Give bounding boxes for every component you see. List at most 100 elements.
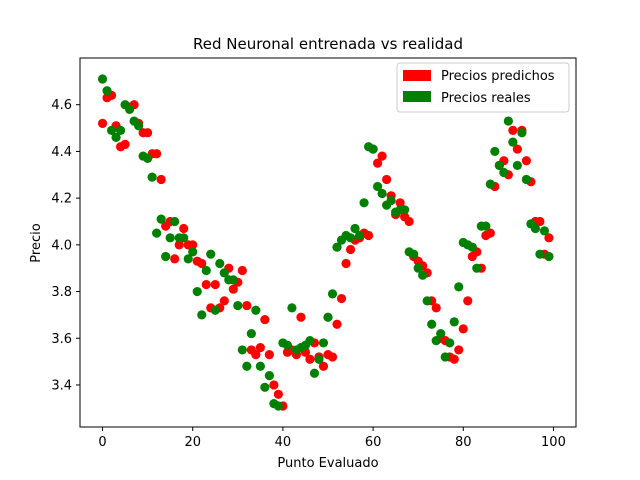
x-axis-label: Punto Evaluado	[277, 456, 378, 471]
real-point	[282, 340, 293, 350]
predicted-point	[512, 144, 522, 154]
real-point	[422, 296, 432, 306]
x-tick-label: 60	[365, 435, 382, 450]
real-point	[183, 254, 193, 264]
real-point	[228, 275, 238, 285]
real-point	[215, 258, 225, 269]
real-point	[233, 300, 243, 311]
real-point	[481, 221, 491, 231]
predicted-point	[179, 223, 189, 234]
real-point	[386, 195, 396, 206]
predicted-point	[463, 296, 473, 306]
real-point	[530, 223, 541, 234]
real-point	[377, 188, 387, 199]
y-axis-label: Precio	[29, 223, 44, 262]
real-point	[454, 282, 464, 292]
real-point	[179, 233, 189, 243]
real-point	[251, 305, 261, 315]
predicted-point	[535, 216, 545, 227]
plot-frame	[79, 57, 577, 428]
predicted-point	[336, 293, 347, 304]
predicted-point	[454, 345, 464, 355]
real-point	[440, 352, 450, 362]
predicted-point	[120, 139, 130, 150]
real-point	[345, 233, 356, 243]
real-point	[161, 251, 171, 262]
y-tick-label: 4.4	[51, 145, 72, 160]
predicted-point	[345, 244, 356, 255]
real-point	[156, 214, 166, 224]
real-point	[210, 305, 220, 315]
x-tick-label: 40	[275, 435, 292, 450]
real-point	[467, 242, 477, 252]
real-point	[427, 319, 437, 329]
real-point	[539, 226, 550, 236]
real-point	[490, 146, 500, 157]
real-point	[314, 354, 324, 364]
legend-label-real: Precios reales	[441, 91, 531, 106]
predicted-point	[174, 240, 184, 250]
y-tick-label: 3.6	[51, 332, 72, 347]
legend-box	[396, 62, 570, 113]
predicted-point	[382, 174, 392, 185]
predicted-point	[260, 314, 270, 325]
real-point	[106, 125, 117, 135]
real-point	[309, 368, 320, 378]
predicted-point	[201, 279, 211, 290]
predicted-point	[341, 258, 351, 269]
predicted-point	[296, 312, 306, 322]
real-point	[242, 361, 252, 371]
predicted-point	[156, 174, 166, 185]
predicted-point	[332, 319, 342, 329]
real-point	[197, 310, 207, 320]
real-point	[359, 198, 369, 208]
predicted-point	[318, 361, 329, 371]
predicted-point	[395, 198, 405, 208]
predicted-point	[327, 352, 338, 362]
real-point	[201, 265, 211, 276]
real-point	[147, 172, 157, 182]
predicted-point	[273, 389, 283, 399]
real-point	[535, 249, 545, 259]
real-point	[188, 247, 198, 257]
real-point	[445, 338, 455, 348]
real-point	[246, 328, 256, 339]
predicted-point	[458, 324, 468, 334]
chart-title: Red Neuronal entrenada vs realidad	[193, 35, 463, 53]
real-point	[400, 205, 410, 215]
predicted-point	[544, 233, 554, 243]
predicted-point	[255, 342, 265, 353]
real-point	[332, 242, 342, 252]
predicted-point	[251, 350, 261, 360]
predicted-point	[152, 149, 162, 159]
real-point	[165, 233, 175, 243]
real-point	[418, 270, 428, 280]
predicted-point	[228, 284, 238, 294]
y-axis-ticks: 3.4 3.6 3.8 4.0 4.2 4.4 4.6	[51, 98, 80, 393]
real-point	[255, 361, 265, 371]
y-tick-label: 4.2	[51, 192, 72, 207]
predicted-point	[219, 296, 229, 306]
x-axis-ticks: 0 20 40 60 80 100	[98, 427, 566, 450]
y-tick-label: 4.6	[51, 98, 72, 113]
real-point	[192, 286, 202, 297]
x-tick-label: 20	[184, 435, 201, 450]
predicted-point	[373, 158, 383, 168]
real-point	[409, 249, 419, 259]
real-point	[485, 179, 495, 189]
plot-points	[97, 74, 554, 411]
predicted-point	[269, 380, 279, 390]
real-point	[287, 303, 297, 313]
predicted-point	[377, 151, 387, 161]
predicted-point	[305, 354, 315, 364]
real-point	[512, 160, 522, 171]
real-point	[521, 174, 532, 185]
predicted-point	[508, 125, 518, 135]
real-point	[115, 125, 126, 135]
real-point	[413, 263, 423, 273]
predicted-point	[242, 300, 252, 311]
real-point	[503, 116, 513, 126]
legend-swatch-predicted	[403, 70, 431, 81]
predicted-point	[197, 258, 207, 269]
